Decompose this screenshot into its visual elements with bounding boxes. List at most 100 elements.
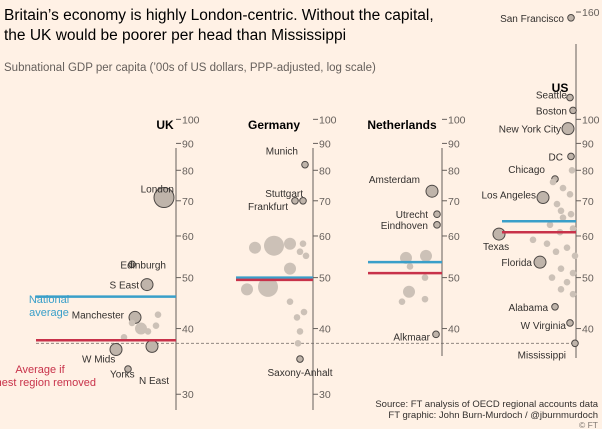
uk-point-edinburgh (128, 260, 136, 269)
germany-point (284, 237, 296, 250)
uk-tick-label-80: 80 (182, 165, 194, 177)
netherlands-tick-label-90: 90 (448, 138, 460, 150)
germany-tick-label-70: 70 (319, 196, 331, 208)
netherlands-point (421, 274, 429, 281)
netherlands-point (421, 295, 429, 303)
germany-label-frankfurt: Frankfurt (248, 202, 288, 213)
us-label-new-york-city: New York City (499, 125, 561, 136)
germany-point-stuttgart (291, 196, 299, 205)
germany-panel-title: Germany (248, 118, 300, 132)
netherlands-tick-label-80: 80 (448, 165, 460, 177)
us-label-boston: Boston (536, 106, 567, 117)
chart-subtitle: Subnational GDP per capita (’00s of US d… (4, 62, 376, 74)
us-point (563, 278, 571, 286)
germany-point (300, 308, 308, 316)
netherlands-label-eindhoven: Eindhoven (381, 221, 428, 232)
uk-label-n-east: N East (139, 376, 169, 387)
us-label-texas: Texas (483, 242, 509, 253)
netherlands-panel-title: Netherlands (367, 118, 437, 132)
uk-point-yorks (109, 342, 123, 356)
us-point-san-francisco (567, 14, 575, 22)
germany-point (241, 283, 253, 296)
us-point (557, 286, 565, 293)
us-point (569, 290, 577, 298)
us-point (569, 225, 577, 232)
germany-point (284, 262, 296, 275)
uk-tick-label-70: 70 (182, 196, 194, 208)
us-point (569, 269, 577, 277)
us-tick-label-160: 160 (582, 7, 600, 19)
us-tick-label-80: 80 (582, 165, 594, 177)
us-point-florida (533, 255, 547, 269)
uk-panel-title: UK (156, 118, 174, 132)
germany-point (302, 252, 310, 260)
us-label-alabama: Alabama (509, 303, 549, 314)
uk-label-s-east: S East (110, 281, 140, 292)
germany-tick-label-100: 100 (319, 114, 337, 126)
netherlands-point (420, 249, 432, 262)
us-point-seattle (566, 93, 574, 102)
us-label-seattle: Seattle (536, 91, 568, 102)
netherlands-point-eindhoven (433, 221, 441, 229)
uk-point (154, 311, 162, 319)
uk-point (120, 333, 128, 341)
ft-logo: © FT (579, 420, 598, 429)
germany-point (299, 240, 307, 248)
us-point (566, 191, 574, 198)
netherlands-tick-label-70: 70 (448, 196, 460, 208)
uk-point-london (153, 187, 175, 209)
source-note: Source: FT analysis of OECD regional acc… (375, 399, 598, 410)
us-point-dc (567, 152, 575, 161)
uk-label-yorks: Yorks (110, 369, 135, 380)
uk-tick-label-60: 60 (182, 231, 194, 243)
uk-point-w-mids (145, 339, 159, 353)
germany-point (296, 248, 304, 256)
germany-point-saxony-anhalt (296, 355, 304, 363)
germany-label-saxony-anhalt: Saxony-Anhalt (267, 368, 332, 379)
germany-point-munich (301, 160, 309, 169)
chart-title: Britain’s economy is highly London-centr… (4, 6, 504, 46)
us-label-chicago: Chicago (508, 165, 545, 176)
us-label-san-francisco: San Francisco (500, 14, 564, 25)
germany-label-stuttgart: Stuttgart (265, 189, 303, 200)
uk-label-w-mids: W Mids (82, 354, 115, 365)
netherlands-point-alkmaar (432, 330, 440, 339)
us-point (529, 236, 537, 244)
legend-removed-average-line-1: Average if (15, 364, 65, 376)
us-point (548, 274, 556, 281)
germany-point (296, 328, 304, 335)
netherlands-label-utrecht: Utrecht (396, 210, 428, 221)
uk-tick-label-90: 90 (182, 138, 194, 150)
germany-point-frankfurt (299, 196, 307, 205)
us-panel-title: US (552, 81, 569, 95)
uk-point-s-east (140, 278, 154, 292)
uk-point-n-east (124, 365, 132, 373)
germany-point (258, 276, 278, 297)
legend-removed-average-line-2: richest region removed (0, 377, 96, 389)
germany-tick-label-40: 40 (319, 324, 331, 336)
netherlands-label-alkmaar: Alkmaar (393, 332, 430, 343)
uk-tick-label-50: 50 (182, 273, 194, 285)
us-point-alabama (551, 302, 559, 311)
legend-national-average-line-2: average (29, 307, 69, 319)
germany-tick-label-30: 30 (319, 389, 331, 401)
uk-label-manchester: Manchester (72, 310, 125, 321)
us-point-mississippi (571, 339, 579, 348)
us-label-los-angeles: Los Angeles (482, 191, 537, 202)
us-tick-label-60: 60 (582, 231, 594, 243)
us-point-new-york-city (561, 122, 575, 136)
germany-tick-label-60: 60 (319, 231, 331, 243)
us-label-florida: Florida (501, 258, 532, 269)
germany-point (286, 298, 294, 305)
us-point (549, 178, 557, 186)
uk-point (152, 322, 160, 330)
germany-tick-label-50: 50 (319, 273, 331, 285)
us-point (559, 184, 567, 192)
netherlands-tick-label-40: 40 (448, 324, 460, 336)
netherlands-tick-label-60: 60 (448, 231, 460, 243)
us-point-los-angeles (536, 191, 550, 205)
us-tick-label-90: 90 (582, 138, 594, 150)
us-label-mississippi: Mississippi (518, 350, 566, 361)
uk-point (128, 319, 136, 327)
